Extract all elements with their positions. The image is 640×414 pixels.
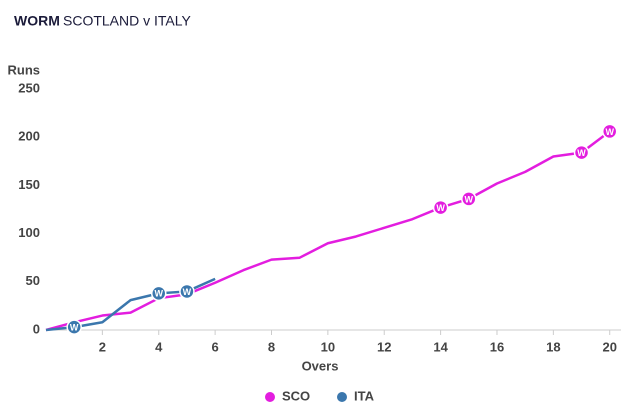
y-axis-label: Runs — [8, 62, 41, 77]
wicket-marker — [150, 285, 167, 302]
x-tick-label: 4 — [155, 339, 163, 354]
x-axis-label: Overs — [302, 358, 339, 373]
wicket-marker — [432, 199, 449, 216]
wicket-label: W — [577, 148, 586, 158]
legend-swatch — [265, 392, 275, 402]
series-line — [45, 130, 611, 332]
y-tick-label: 200 — [18, 129, 40, 144]
y-tick-label: 150 — [18, 177, 40, 192]
y-tick-label: 0 — [33, 321, 40, 336]
wicket-marker — [601, 123, 618, 140]
x-tick-label: 20 — [602, 339, 616, 354]
chart-subtitle: SCOTLAND v ITALY — [63, 13, 192, 29]
x-tick-label: 2 — [99, 339, 106, 354]
wicket-label: W — [154, 289, 163, 299]
x-tick-label: 8 — [268, 339, 275, 354]
wicket-marker — [66, 319, 82, 335]
legend-label: ITA — [354, 388, 375, 403]
legend-swatch — [337, 392, 347, 402]
wicket-label: W — [605, 127, 614, 137]
wicket-marker — [573, 144, 590, 161]
wicket-marker — [179, 283, 195, 300]
x-tick-label: 10 — [321, 339, 335, 354]
wicket-label: W — [70, 322, 79, 332]
wicket-label: W — [436, 203, 445, 213]
x-tick-label: 14 — [433, 339, 448, 354]
x-tick-label: 6 — [212, 339, 219, 354]
wicket-label: W — [465, 194, 474, 204]
y-tick-label: 50 — [26, 273, 40, 288]
wicket-label: W — [183, 287, 192, 297]
legend-label: SCO — [282, 388, 310, 403]
wicket-marker — [461, 191, 477, 207]
x-tick-label: 12 — [377, 339, 391, 354]
y-tick-label: 250 — [18, 80, 40, 95]
chart-title: WORM — [14, 13, 60, 29]
x-tick-label: 18 — [546, 339, 560, 354]
x-tick-label: 16 — [490, 339, 504, 354]
y-tick-label: 100 — [18, 225, 40, 240]
